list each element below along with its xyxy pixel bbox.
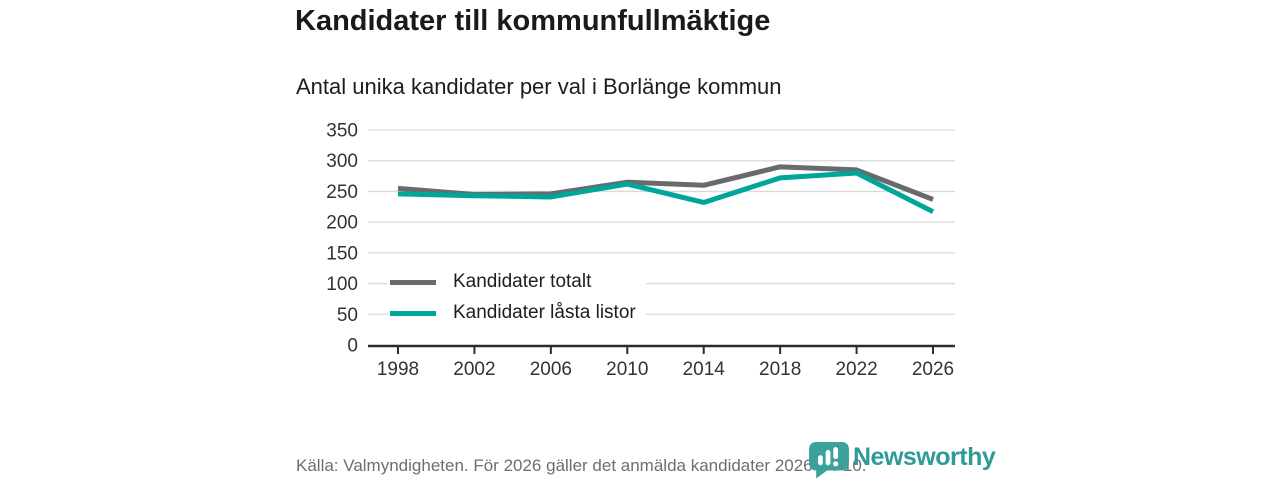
- line-chart-svg: 0 50 100 150 200 250 300 350 1998 2002 2006 2010 201…: [326, 121, 955, 380]
- legend-item-totalt: Kandidater totalt: [388, 268, 646, 296]
- svg-text:300: 300: [326, 151, 358, 172]
- page-title: Kandidater till kommunfullmäktige: [295, 5, 771, 37]
- line-chart: 0 50 100 150 200 250 300 350 1998 2002 2006 2010 201…: [300, 115, 980, 390]
- svg-text:2018: 2018: [759, 359, 801, 380]
- svg-text:100: 100: [326, 274, 358, 295]
- legend-swatch-totalt: [390, 279, 436, 285]
- newsworthy-logo: Newsworthy: [808, 441, 996, 479]
- legend: Kandidater totalt Kandidater låsta listo…: [388, 268, 646, 327]
- svg-text:2022: 2022: [835, 359, 877, 380]
- y-axis-labels: 0 50 100 150 200 250 300 350: [326, 121, 358, 357]
- legend-label-totalt: Kandidater totalt: [453, 271, 592, 292]
- svg-text:2026: 2026: [912, 359, 954, 380]
- svg-text:50: 50: [337, 305, 358, 326]
- legend-swatch-lasta-listor: [390, 310, 436, 316]
- svg-text:2006: 2006: [530, 359, 572, 380]
- legend-item-lasta-listor: Kandidater låsta listor: [388, 299, 646, 327]
- svg-text:350: 350: [326, 121, 358, 142]
- legend-label-lasta-listor: Kandidater låsta listor: [453, 302, 636, 323]
- series-line-1: [397, 170, 935, 214]
- svg-text:2002: 2002: [453, 359, 495, 380]
- svg-text:2014: 2014: [683, 359, 726, 380]
- svg-text:150: 150: [326, 243, 358, 264]
- newsworthy-wordmark: Newsworthy: [853, 443, 996, 471]
- svg-text:0: 0: [347, 336, 358, 357]
- svg-text:2010: 2010: [606, 359, 648, 380]
- svg-text:1998: 1998: [377, 359, 419, 380]
- svg-text:200: 200: [326, 213, 358, 234]
- x-axis: 1998 2002 2006 2010 2014 2018 2022 2026: [368, 344, 955, 380]
- newsworthy-icon: [809, 441, 849, 479]
- source-note: Källa: Valmyndigheten. För 2026 gäller d…: [296, 456, 867, 475]
- svg-text:250: 250: [326, 182, 358, 203]
- chart-subtitle: Antal unika kandidater per val i Borläng…: [296, 74, 782, 99]
